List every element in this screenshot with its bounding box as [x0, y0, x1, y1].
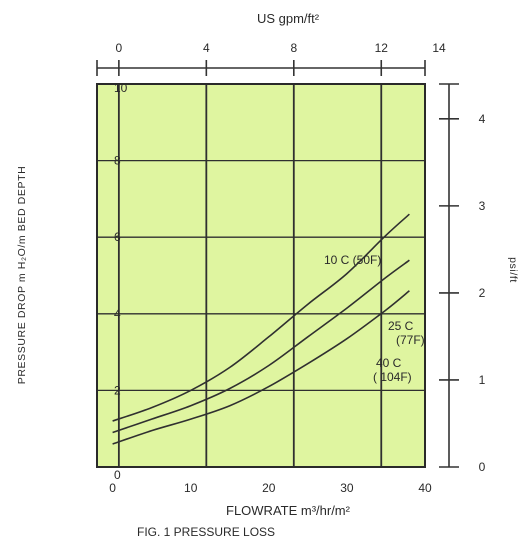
top-axis-title: US gpm/ft²	[257, 11, 320, 26]
x-tick-label-1: 10	[184, 481, 198, 495]
series-line-2	[112, 259, 410, 434]
y-tick-label-3: 6	[114, 230, 121, 244]
plot-area	[97, 84, 425, 467]
x-tick-label-4: 40	[418, 481, 432, 495]
series-label-3-line-1: 40 C	[376, 356, 402, 370]
top-axis-ticks: 0 4 8 12 14	[96, 41, 446, 76]
y-tick-label-0: 0	[114, 468, 121, 482]
x-tick-label-3: 30	[340, 481, 354, 495]
top-tick-label-2: 8	[290, 41, 297, 55]
x-tick-label-2: 20	[262, 481, 276, 495]
right-tick-label-4: 4	[479, 112, 486, 126]
y-tick-label-5: 10	[114, 81, 128, 95]
y-tick-label-1: 2	[114, 383, 121, 397]
x-axis-tick-labels: 0 10 20 30 40	[109, 481, 432, 495]
top-tick-label-3: 12	[375, 41, 389, 55]
series-label-2-line-1: 25 C	[388, 319, 414, 333]
y-tick-label-2: 4	[114, 307, 121, 321]
right-tick-label-1: 1	[479, 373, 486, 387]
series-labels: 10 C (50F) 25 C(77F) 40 C( 104F)	[324, 253, 425, 384]
right-axis-ticks: 0 1 2 3 4	[439, 83, 486, 474]
right-tick-label-0: 0	[479, 460, 486, 474]
series-label-3-line-2: ( 104F)	[373, 370, 412, 384]
right-axis-title: psi/ft	[507, 257, 519, 283]
top-tick-label-4: 14	[432, 41, 446, 55]
series-line-3	[112, 290, 410, 445]
right-tick-label-2: 2	[479, 286, 486, 300]
x-tick-label-0: 0	[109, 481, 116, 495]
top-tick-label-1: 4	[203, 41, 210, 55]
x-axis-title: FLOWRATE m³/hr/m²	[226, 503, 351, 518]
series-line-1	[112, 213, 410, 422]
y-axis-title: PRESSURE DROP m H₂O/m BED DEPTH	[16, 166, 28, 385]
y-tick-label-4: 8	[114, 154, 121, 168]
right-tick-label-3: 3	[479, 199, 486, 213]
series-curves	[112, 213, 410, 445]
y-axis-tick-labels: 0 2 4 6 8 10	[114, 81, 128, 482]
grid-lines	[97, 84, 425, 467]
series-label-1-line-1: 10 C (50F)	[324, 253, 381, 267]
series-label-2-line-2: (77F)	[396, 333, 425, 347]
top-tick-label-0: 0	[116, 41, 123, 55]
plot-border	[96, 83, 426, 468]
chart-title: FIG. 1 PRESSURE LOSS	[137, 525, 275, 539]
